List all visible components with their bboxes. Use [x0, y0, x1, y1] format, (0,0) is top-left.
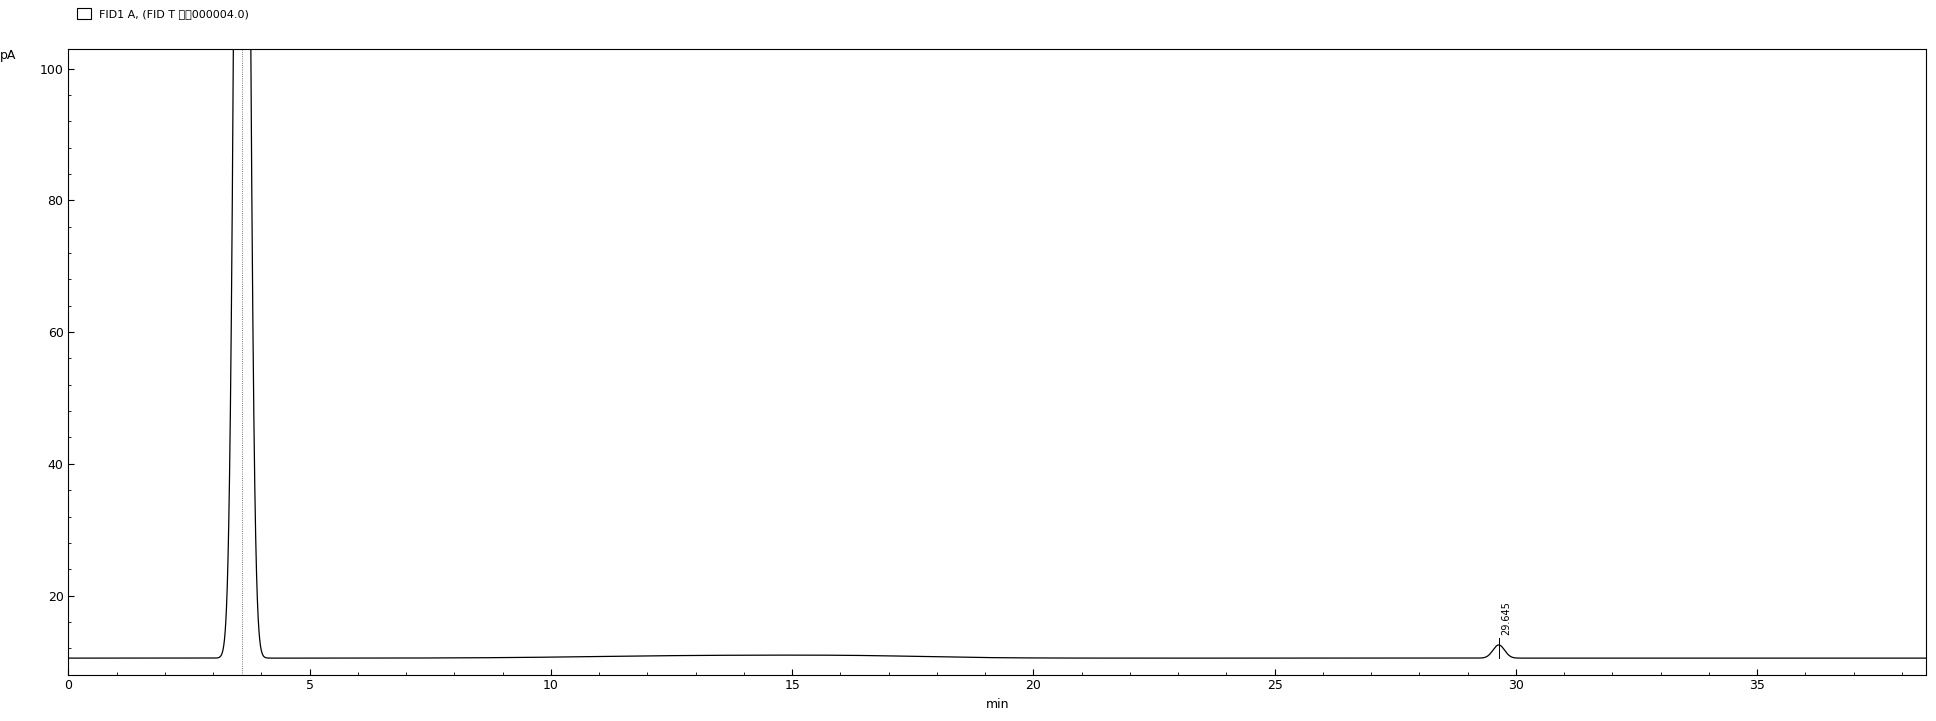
Legend: FID1 A, (FID T 三德000004.0): FID1 A, (FID T 三德000004.0): [74, 4, 254, 22]
X-axis label: min: min: [985, 698, 1009, 711]
Text: pA: pA: [0, 49, 15, 62]
Text: 29.645: 29.645: [1500, 601, 1510, 635]
